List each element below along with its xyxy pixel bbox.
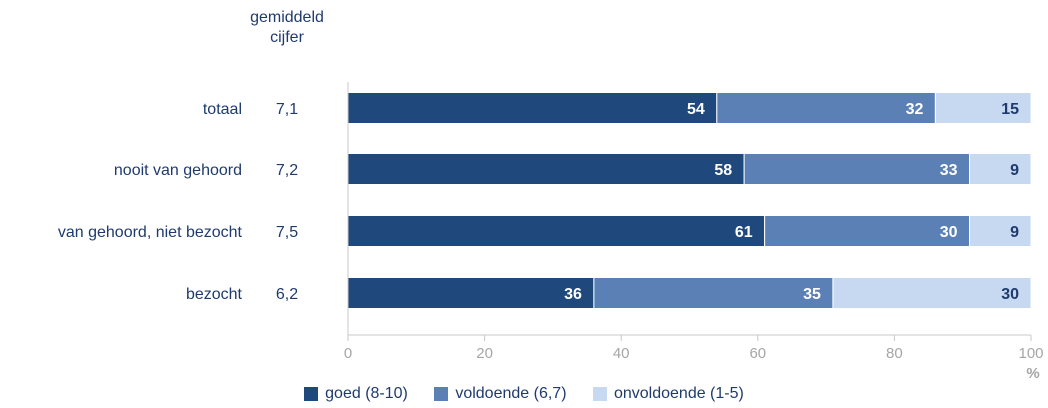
average-grade-header: gemiddeld cijfer <box>232 8 342 48</box>
bar-value-label: 9 <box>1010 162 1019 179</box>
bar-segment <box>347 92 718 124</box>
bar-segment <box>969 153 1032 185</box>
x-tick-label: 60 <box>749 345 766 362</box>
x-tick-label: 40 <box>613 345 630 362</box>
bar-value-label: 54 <box>687 101 705 118</box>
bar-segment <box>347 277 595 309</box>
bar-value-label: 30 <box>1001 286 1019 303</box>
x-tick-label: 0 <box>344 345 352 362</box>
legend-item-sufficient: voldoende (6,7) <box>434 385 567 403</box>
legend-swatch-sufficient <box>434 387 449 401</box>
legend: goed (8-10) voldoende (6,7) onvoldoende … <box>0 385 1048 406</box>
category-label: bezocht <box>186 286 243 303</box>
bar-value-label: 61 <box>735 224 753 241</box>
legend-swatch-good <box>304 387 319 401</box>
bar-value-label: 35 <box>803 286 821 303</box>
bar-value-label: 30 <box>940 224 958 241</box>
x-tick-label: 80 <box>886 345 903 362</box>
average-grade-value: 7,5 <box>276 224 298 241</box>
average-grade-value: 6,2 <box>276 286 298 303</box>
category-label: nooit van gehoord <box>114 162 242 179</box>
category-label: totaal <box>203 101 242 118</box>
legend-label-insufficient: onvoldoende (1-5) <box>613 385 744 402</box>
bar-segment <box>347 215 766 247</box>
bar-value-label: 33 <box>940 162 958 179</box>
bar-segment <box>347 153 745 185</box>
legend-label-good: goed (8-10) <box>325 385 408 402</box>
bar-value-label: 15 <box>1001 101 1019 118</box>
legend-item-insufficient: onvoldoende (1-5) <box>592 385 744 403</box>
legend-swatch-insufficient <box>592 387 607 401</box>
bar-segment <box>716 92 936 124</box>
bar-segment <box>969 215 1032 247</box>
x-axis-unit-label: % <box>1026 365 1039 380</box>
category-label: van gehoord, niet bezocht <box>58 224 243 241</box>
stacked-bar-chart: 54 32 15 totaal 7,1 58 33 9 nooit van gehoord 7,2… <box>58 82 1044 380</box>
x-tick-label: 100 <box>1018 345 1043 362</box>
bar-value-label: 9 <box>1010 224 1019 241</box>
legend-label-sufficient: voldoende (6,7) <box>455 385 567 402</box>
bar-segment <box>832 277 1032 309</box>
average-grade-header-line-2: cijfer <box>270 29 304 46</box>
bar-segment <box>743 153 971 185</box>
bar-segment <box>593 277 834 309</box>
bar-value-label: 58 <box>714 162 732 179</box>
bar-value-label: 36 <box>564 286 582 303</box>
bar-value-label: 32 <box>906 101 924 118</box>
bar-segment <box>934 92 1032 124</box>
legend-item-good: goed (8-10) <box>304 385 408 403</box>
average-grade-value: 7,1 <box>276 101 298 118</box>
average-grade-header-line-1: gemiddeld <box>250 9 324 26</box>
average-grade-value: 7,2 <box>276 162 298 179</box>
x-tick-label: 20 <box>476 345 493 362</box>
